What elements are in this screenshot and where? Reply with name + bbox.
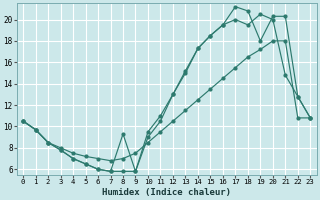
X-axis label: Humidex (Indice chaleur): Humidex (Indice chaleur)	[102, 188, 231, 197]
